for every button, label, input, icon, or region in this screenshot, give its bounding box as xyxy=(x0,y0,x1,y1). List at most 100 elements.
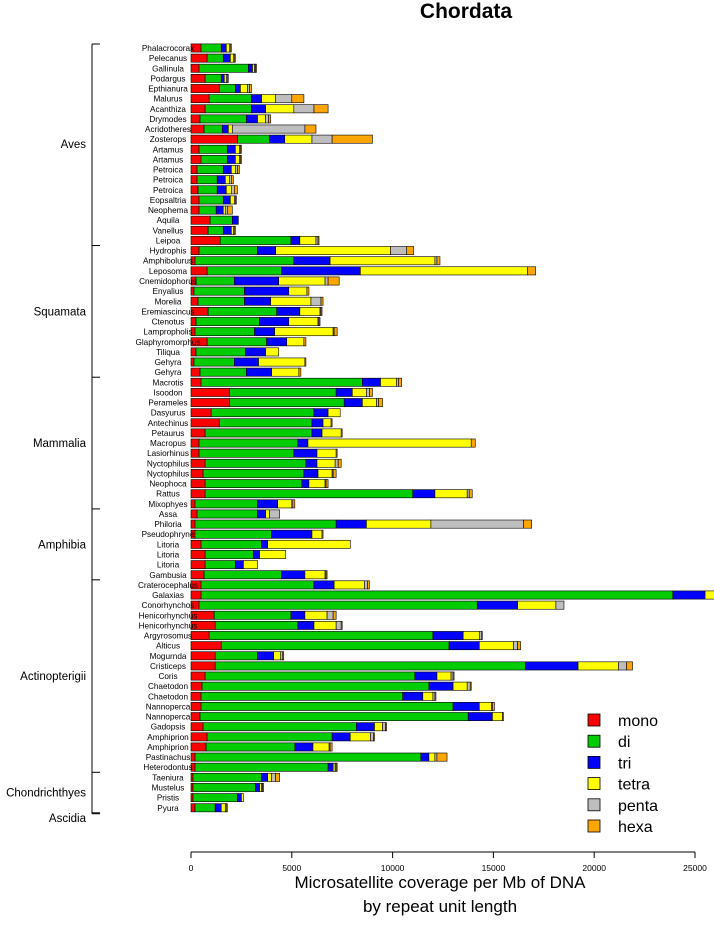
bar-segment-hexa xyxy=(240,155,242,164)
bar-segment-tri xyxy=(266,337,288,347)
genus-label: Coris xyxy=(158,672,177,681)
legend-swatch-mono xyxy=(587,713,601,727)
bar-segment-mono xyxy=(190,84,220,93)
bar-segment-hexa xyxy=(434,691,437,701)
bar-segment-hexa xyxy=(527,266,537,276)
bar-segment-penta xyxy=(326,610,334,620)
bar-segment-tri xyxy=(216,185,227,195)
bar-segment-mono xyxy=(190,671,206,681)
genus-label: Pyura xyxy=(157,804,179,813)
bar-segment-tetra xyxy=(312,742,330,752)
bar-segment-penta xyxy=(311,134,333,144)
bar-segment-tetra xyxy=(434,489,468,499)
bar-segment-hexa xyxy=(226,205,233,215)
bar-segment-penta xyxy=(265,114,269,124)
bar-segment-di xyxy=(207,225,224,235)
bar-segment-hexa xyxy=(291,94,305,104)
bar-segment-penta xyxy=(335,621,342,630)
genus-label: Pastinachus xyxy=(146,753,191,762)
bar-segment-tri xyxy=(220,43,227,53)
bar-segment-tri xyxy=(414,671,438,681)
bar-segment-mono xyxy=(190,134,238,144)
bar-segment-tri xyxy=(235,560,244,570)
bar-segment-hexa xyxy=(292,499,296,509)
genus-label: Galaxias xyxy=(152,591,184,600)
bar-segment-di xyxy=(203,570,283,580)
genus-label: Gambusia xyxy=(149,571,187,580)
x-tick-label: 20000 xyxy=(582,863,606,873)
bar-segment-hexa xyxy=(436,752,448,762)
bar-segment-mono xyxy=(190,793,194,803)
bar-segment-penta xyxy=(364,580,368,590)
bar-segment-di xyxy=(214,621,299,630)
bar-segment-tetra xyxy=(317,469,333,478)
bar-segment-hexa xyxy=(480,631,483,640)
bar-segment-tri xyxy=(303,469,319,478)
bar-segment-tri xyxy=(412,489,436,499)
bar-segment-hexa xyxy=(502,712,504,721)
genus-label: Litoria xyxy=(157,561,180,570)
bar-segment-tetra xyxy=(316,448,337,458)
bar-segment-mono xyxy=(190,367,201,377)
bar-segment-hexa xyxy=(626,661,633,671)
bar-segment-tetra xyxy=(577,661,619,671)
bar-segment-hexa xyxy=(325,570,328,580)
bar-segment-hexa xyxy=(234,53,236,63)
genus-label: Leipoa xyxy=(156,236,181,245)
bar-segment-mono xyxy=(190,296,199,306)
bar-segment-tri xyxy=(255,783,260,792)
bar-segment-tetra xyxy=(327,408,341,418)
bar-segment-hexa xyxy=(282,651,285,661)
bar-segment-mono xyxy=(190,114,201,124)
bar-segment-penta xyxy=(466,681,471,691)
genus-label: Macrotis xyxy=(153,378,184,387)
bar-segment-tri xyxy=(222,225,232,235)
bar-segment-hexa xyxy=(332,469,337,478)
bar-segment-tri xyxy=(244,286,290,296)
bar-segment-tetra xyxy=(257,114,266,124)
bar-segment-tri xyxy=(311,428,323,438)
bar-segment-tri xyxy=(313,408,329,418)
group-label: Actinopterigii xyxy=(20,671,86,683)
genus-label: Craterocephalus xyxy=(138,581,198,590)
bar-segment-di xyxy=(194,499,258,509)
bar-segment-tri xyxy=(428,681,454,691)
bar-segment-tetra xyxy=(329,256,436,266)
genus-label: Drymodes xyxy=(149,115,186,124)
bar-segment-tetra xyxy=(311,529,323,539)
bar-segment-hexa xyxy=(373,732,375,742)
bar-segment-di xyxy=(198,195,224,205)
genus-label: Cnemidophorus xyxy=(139,277,197,286)
bar-segment-tri xyxy=(343,398,363,407)
bar-segment-di xyxy=(200,43,222,53)
bar-segment-di xyxy=(198,448,295,458)
bar-segment-tetra xyxy=(313,621,337,630)
bar-segment-mono xyxy=(190,479,206,488)
bars-layer xyxy=(190,43,714,813)
bar-segment-tri xyxy=(246,367,272,377)
bar-segment-tetra xyxy=(261,94,276,104)
bar-segment-mono xyxy=(190,803,196,813)
bar-segment-hexa xyxy=(327,276,340,286)
bar-segment-di xyxy=(197,296,245,306)
bar-segment-tetra xyxy=(231,225,234,235)
bar-segment-tetra xyxy=(307,438,472,448)
bar-segment-tetra xyxy=(258,357,306,367)
x-tick-label: 10000 xyxy=(381,863,405,873)
genus-label: Tiliqua xyxy=(156,348,180,357)
bar-segment-penta xyxy=(324,276,329,286)
bar-segment-tetra xyxy=(235,144,240,154)
bar-segment-penta xyxy=(376,398,379,407)
bar-segment-tetra xyxy=(299,306,321,316)
bar-segment-mono xyxy=(190,722,204,732)
bar-segment-tri xyxy=(222,165,232,174)
genus-label: Isoodon xyxy=(153,388,183,397)
genus-label: Zosterops xyxy=(150,135,186,144)
bar-segment-di xyxy=(198,63,249,73)
bar-segment-penta xyxy=(310,296,322,306)
bar-segment-mono xyxy=(190,469,204,478)
bar-segment-tri xyxy=(257,509,266,519)
bar-segment-mono xyxy=(190,742,207,752)
